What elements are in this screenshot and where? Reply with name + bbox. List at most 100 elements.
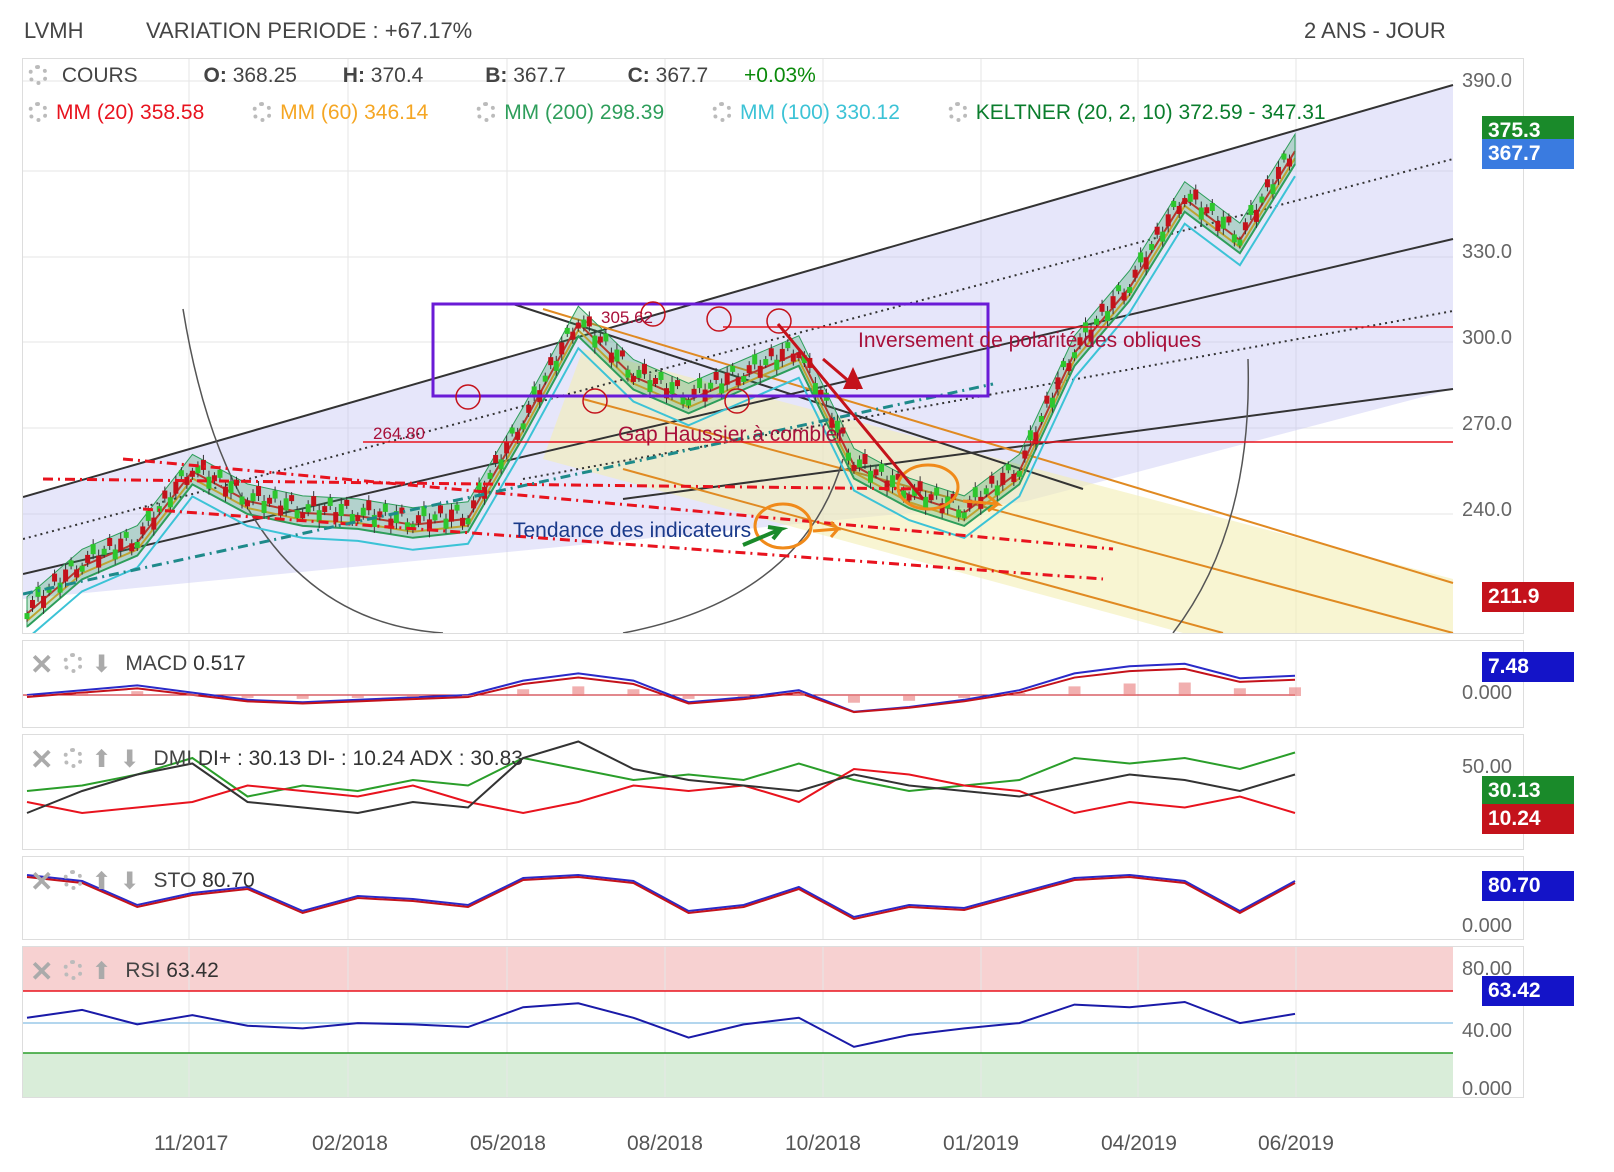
candle-body [52, 573, 58, 582]
gear-icon[interactable] [947, 102, 968, 122]
macd-tag: 7.48 [1482, 652, 1574, 682]
candle-body [1094, 318, 1100, 325]
highlight-circle [582, 388, 608, 414]
candle-body [1182, 198, 1188, 205]
change-value: +0.03% [744, 64, 816, 87]
candle-body [393, 511, 399, 524]
candle-body [664, 388, 670, 399]
gear-icon[interactable] [63, 748, 84, 768]
candle-body [1011, 473, 1017, 482]
close-icon[interactable]: ✕ [30, 866, 54, 897]
highlight-circle [724, 388, 750, 414]
gear-icon[interactable] [63, 870, 84, 890]
gear-icon[interactable] [63, 960, 84, 980]
candle-body [614, 349, 620, 362]
candle-body [63, 569, 69, 582]
candle-body [912, 487, 918, 496]
candle-body [184, 476, 190, 485]
candle-body [542, 375, 548, 382]
high-value: 370.4 [370, 64, 424, 87]
gear-icon[interactable] [28, 65, 48, 85]
candle-body [641, 363, 647, 374]
candle-body [1110, 296, 1116, 309]
candle-body [509, 427, 515, 434]
candle-body [708, 382, 714, 389]
candle-body [333, 512, 339, 523]
close-icon[interactable]: ✕ [30, 744, 54, 775]
candle-body [129, 543, 135, 552]
close-icon[interactable]: ✕ [30, 956, 54, 987]
candle-body [994, 485, 1000, 496]
gear-icon[interactable] [476, 102, 497, 122]
keltner-label: KELTNER (20, 2, 10) 372.59 - 347.31 [975, 101, 1326, 124]
candle-body [239, 496, 245, 505]
sto-label: STO [153, 869, 197, 892]
candle-body [735, 377, 741, 386]
candle-body [526, 404, 532, 413]
price-tick: 300.0 [1462, 327, 1513, 349]
x-tick: 11/2017 [154, 1132, 229, 1155]
gear-icon[interactable] [63, 653, 84, 673]
candle-body [989, 475, 995, 484]
candle-body [426, 519, 432, 532]
candle-body [377, 511, 383, 518]
candle-body [763, 359, 769, 366]
candle-body [245, 500, 251, 507]
arrow-down-icon[interactable]: ⬇ [119, 868, 140, 895]
macd-histogram-bar [1233, 688, 1246, 696]
adx-line [26, 740, 1296, 815]
close-value: 367.7 [655, 64, 709, 87]
candle-body [818, 389, 824, 396]
candle-body [669, 382, 675, 395]
open-value: 368.25 [232, 64, 297, 87]
regression-channel [23, 85, 1453, 599]
candle-body [586, 316, 592, 327]
macd-histogram-bar [1013, 693, 1026, 696]
arrow-up-icon[interactable]: ⬆ [91, 746, 112, 773]
candle-body [515, 431, 521, 440]
candle-body [504, 441, 510, 454]
candle-body [603, 333, 609, 342]
top-value-label: 305.62 [601, 308, 653, 327]
sto-tag: 80.70 [1482, 871, 1574, 901]
candle-body [1215, 220, 1221, 231]
candle-body [1231, 234, 1237, 243]
candle-body [564, 327, 570, 334]
arrow-up-icon[interactable]: ⬆ [91, 958, 112, 985]
candle-body [724, 372, 730, 385]
x-tick: 04/2019 [1101, 1132, 1177, 1155]
close-icon[interactable]: ✕ [30, 649, 54, 680]
dmi-legend: ✕ ⬆ ⬇ DMI DI+ : 30.13 DI- : 10.24 ADX : 30… [30, 743, 523, 776]
period-selector[interactable]: 2 ANS - JOUR [1304, 18, 1446, 43]
macd-histogram-bar [682, 695, 695, 699]
candle-body [311, 496, 317, 507]
gear-icon[interactable] [252, 102, 273, 122]
support-dashdot-line [42, 477, 924, 491]
candle-body [1066, 363, 1072, 372]
arrow-up-icon[interactable]: ⬆ [91, 868, 112, 895]
candle-body [118, 538, 124, 551]
candle-body [1264, 179, 1270, 188]
candle-body [812, 383, 818, 396]
candle-body [487, 472, 493, 479]
macd-histogram-bar [903, 695, 916, 701]
candle-body [316, 510, 322, 523]
price-chart: Inversement de polarité des obliques Gap … [23, 59, 1454, 633]
candle-body [801, 355, 807, 364]
candle-body [691, 388, 697, 397]
gear-icon[interactable] [711, 102, 732, 122]
arrow-down-icon[interactable]: ⬇ [119, 746, 140, 773]
arrow-down-icon[interactable]: ⬇ [91, 651, 112, 678]
candle-body [437, 505, 443, 514]
candle-body [134, 541, 140, 548]
candle-body [278, 505, 284, 516]
rsi-line [26, 1000, 1296, 1048]
support-dashdot-line [142, 507, 1104, 581]
candle-body [349, 513, 355, 522]
dmi-chart [26, 735, 1297, 849]
sto-bottom-tick: 0.000 [1462, 915, 1513, 937]
candle-body [1160, 231, 1166, 242]
candle-body [1154, 226, 1160, 235]
candle-body [195, 465, 201, 474]
gear-icon[interactable] [28, 102, 48, 122]
